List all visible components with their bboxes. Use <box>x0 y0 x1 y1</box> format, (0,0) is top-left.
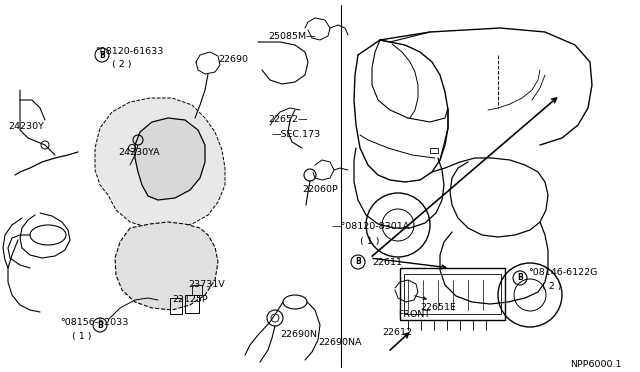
Text: 22690: 22690 <box>218 55 248 64</box>
Text: °08156-62033: °08156-62033 <box>60 318 129 327</box>
Bar <box>404 274 501 314</box>
Text: —SEC.173: —SEC.173 <box>272 130 321 139</box>
Bar <box>430 148 438 153</box>
Text: ( 1 ): ( 1 ) <box>72 332 92 341</box>
Text: 22690N: 22690N <box>280 330 317 339</box>
Text: 22060P: 22060P <box>302 185 338 194</box>
Text: FRONT: FRONT <box>398 310 430 319</box>
Text: 25085M—: 25085M— <box>268 32 316 41</box>
Text: 22125P: 22125P <box>172 295 208 304</box>
Text: B: B <box>517 273 523 282</box>
Text: ( 1 ): ( 1 ) <box>360 237 380 246</box>
Text: 23731V: 23731V <box>188 280 225 289</box>
Text: B: B <box>99 51 105 60</box>
Text: ( 2 ): ( 2 ) <box>542 282 561 291</box>
Text: B: B <box>355 257 361 266</box>
Text: 22652—: 22652— <box>268 115 307 124</box>
Polygon shape <box>115 222 218 310</box>
Text: NPP6000.1: NPP6000.1 <box>570 360 621 369</box>
Text: —°08120-8301A: —°08120-8301A <box>332 222 410 231</box>
Polygon shape <box>135 118 205 200</box>
Bar <box>185 295 199 313</box>
Bar <box>400 268 505 320</box>
Bar <box>192 285 202 295</box>
Text: 22690NA: 22690NA <box>318 338 362 347</box>
Text: B: B <box>97 321 103 330</box>
Text: 22651E: 22651E <box>420 303 456 312</box>
Polygon shape <box>95 98 225 228</box>
Text: 24230YA: 24230YA <box>118 148 159 157</box>
Text: 22612: 22612 <box>382 328 412 337</box>
Text: ( 2 ): ( 2 ) <box>112 60 131 69</box>
Text: °08146-6122G: °08146-6122G <box>528 268 597 277</box>
Text: °08120-61633: °08120-61633 <box>95 47 163 56</box>
Text: 24230Y: 24230Y <box>8 122 44 131</box>
Bar <box>170 298 182 314</box>
Text: 22611: 22611 <box>372 258 402 267</box>
